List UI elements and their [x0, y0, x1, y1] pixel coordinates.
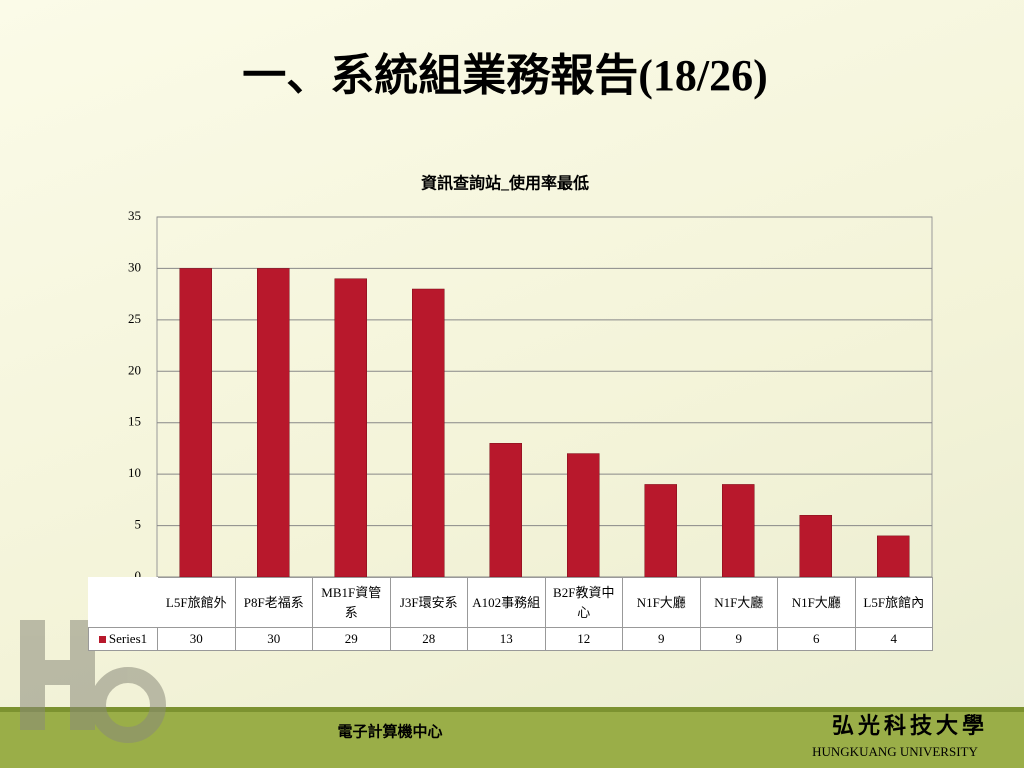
- bar: [722, 484, 755, 578]
- y-tick-label: 5: [135, 517, 142, 532]
- table-category: N1F大廳: [777, 577, 856, 628]
- chart-title: 資訊查詢站_使用率最低: [421, 174, 589, 193]
- footer-band: [0, 707, 1024, 768]
- bar: [489, 443, 522, 578]
- bar: [567, 453, 600, 578]
- table-value: 13: [467, 627, 546, 651]
- logo: [20, 620, 166, 743]
- bar: [799, 515, 832, 578]
- y-tick-label: 10: [128, 465, 141, 480]
- y-tick-label: 35: [128, 208, 141, 223]
- table-category: MB1F資管系: [312, 577, 391, 628]
- table-category: N1F大廳: [699, 577, 778, 628]
- table-value: 9: [622, 627, 701, 651]
- table-value: 4: [854, 627, 933, 651]
- y-tick-label: 15: [128, 414, 141, 429]
- table-corner: [88, 577, 158, 628]
- legend-entry: Series1: [88, 627, 158, 651]
- legend-key: [98, 635, 106, 643]
- y-tick-label: 0: [135, 568, 142, 583]
- table-value: 6: [777, 627, 856, 651]
- table-value: 30: [234, 627, 313, 651]
- table-value: 29: [312, 627, 391, 651]
- table-category: L5F旅館內: [854, 577, 933, 628]
- table-category: N1F大廳: [622, 577, 701, 628]
- footer-stripe: [0, 707, 1024, 712]
- university-name-en: HUNGKUANG UNIVERSITY: [812, 744, 978, 759]
- y-tick-label: 30: [128, 259, 141, 274]
- table-category: B2F教資中心: [544, 577, 623, 628]
- table-value: 9: [699, 627, 778, 651]
- table-category: L5F旅館外: [157, 577, 236, 628]
- bar: [644, 484, 677, 578]
- table-category: J3F環安系: [389, 577, 468, 628]
- table-value: 12: [544, 627, 623, 651]
- bar: [179, 268, 212, 578]
- y-tick-label: 25: [128, 311, 141, 326]
- bar: [334, 278, 367, 578]
- university-name: 弘光科技大學: [832, 713, 988, 738]
- y-tick-label: 20: [128, 362, 141, 377]
- table-value: 30: [157, 627, 236, 651]
- bar: [257, 268, 290, 578]
- table-category: A102事務組: [467, 577, 546, 628]
- bar: [412, 288, 445, 578]
- slide-title: 一、系統組業務報告(18/26): [242, 51, 768, 100]
- bar: [877, 535, 910, 578]
- table-value: 28: [389, 627, 468, 651]
- table-category: P8F老福系: [234, 577, 313, 628]
- footer-center: 電子計算機中心: [337, 722, 442, 740]
